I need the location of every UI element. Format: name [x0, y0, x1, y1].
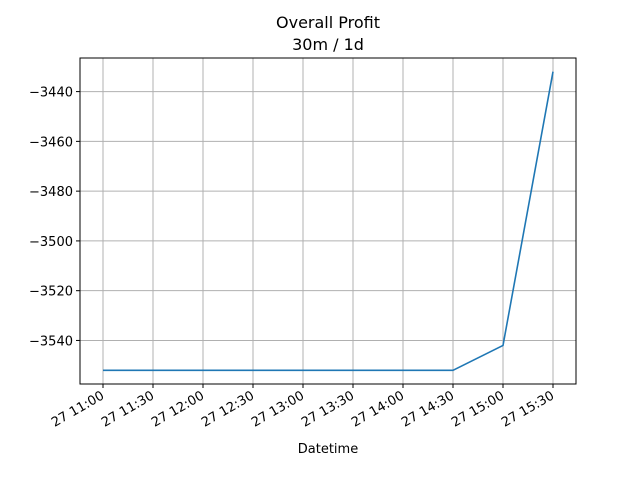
- y-tick-label: −3480: [29, 185, 73, 200]
- chart-title: Overall Profit: [276, 13, 380, 32]
- y-axis: −3440 −3460 −3480 −3500 −3520 −3540: [29, 86, 80, 349]
- y-tick-label: −3540: [29, 334, 73, 349]
- y-tick-label: −3500: [29, 235, 73, 250]
- x-axis-label: Datetime: [298, 442, 358, 457]
- y-tick-label: −3520: [29, 285, 73, 300]
- data-series: [103, 71, 554, 372]
- plot-frame: [79, 57, 577, 385]
- chart-subtitle: 30m / 1d: [292, 35, 364, 54]
- y-tick-label: −3460: [29, 135, 73, 150]
- y-tick-label: −3440: [29, 86, 73, 101]
- grid-lines: [80, 58, 576, 384]
- series-line: [103, 71, 554, 372]
